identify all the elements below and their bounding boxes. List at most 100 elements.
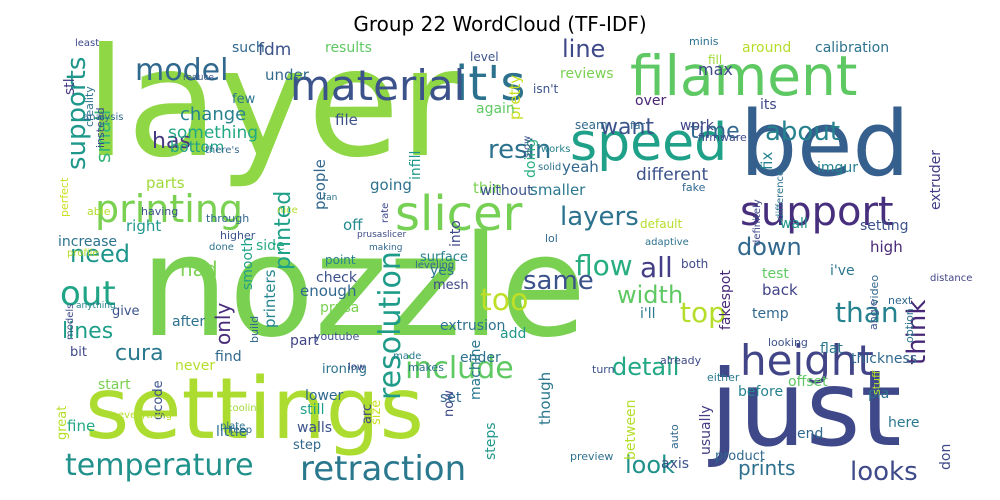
word-102: test xyxy=(762,266,789,282)
word-181: profile xyxy=(67,248,99,259)
word-117: still xyxy=(300,402,324,418)
word-132: here xyxy=(888,415,920,431)
word-129: offset xyxy=(788,374,828,390)
word-91: enough xyxy=(300,282,356,300)
word-23: than xyxy=(835,296,899,329)
word-158: preview xyxy=(570,450,613,463)
word-4: bed xyxy=(740,92,910,197)
word-44: prints xyxy=(738,456,795,480)
word-106: printers xyxy=(261,269,279,328)
word-78: into xyxy=(448,220,464,247)
word-26: top xyxy=(680,296,726,329)
word-122: size xyxy=(369,400,384,425)
word-127: set xyxy=(440,390,462,406)
word-79: thin xyxy=(473,179,502,197)
word-152: option xyxy=(903,308,916,343)
word-190: able xyxy=(87,205,111,218)
word-62: over xyxy=(635,93,666,109)
word-10: it's xyxy=(455,56,525,112)
word-47: fdm xyxy=(258,40,291,60)
word-177: everything xyxy=(118,410,172,421)
word-118: walls xyxy=(297,420,332,436)
word-65: fix xyxy=(758,152,776,170)
word-168: leveling xyxy=(415,260,454,271)
word-133: between xyxy=(623,399,639,460)
word-182: higher xyxy=(220,229,256,242)
word-82: going xyxy=(370,176,412,194)
word-89: check xyxy=(316,270,358,286)
word-14: temperature xyxy=(65,448,254,483)
word-92: yes xyxy=(430,263,454,279)
word-156: already xyxy=(660,354,702,367)
word-108: find xyxy=(215,349,242,365)
word-7: slicer xyxy=(395,186,523,242)
word-153: angle xyxy=(867,299,880,330)
word-64: work xyxy=(680,118,715,134)
word-85: increase xyxy=(58,234,117,250)
word-69: doing xyxy=(523,139,539,178)
word-166: solid xyxy=(538,162,561,173)
word-110: ender xyxy=(460,350,501,366)
word-84: right xyxy=(126,217,161,235)
word-68: yeah xyxy=(562,158,599,176)
word-150: next xyxy=(888,294,913,307)
word-180: keep xyxy=(228,425,252,436)
word-123: now xyxy=(442,390,457,417)
word-171: makes xyxy=(408,361,444,374)
word-104: give xyxy=(112,304,140,319)
word-192: there's xyxy=(205,145,239,156)
word-36: width xyxy=(617,281,683,309)
word-31: about xyxy=(765,117,840,147)
word-46: only xyxy=(211,303,235,345)
word-116: lower xyxy=(305,388,344,404)
word-185: prusaslicer xyxy=(357,230,406,240)
word-88: off xyxy=(343,216,363,234)
word-48: under xyxy=(265,66,310,84)
word-60: reviews xyxy=(560,66,614,82)
word-18: resolution xyxy=(373,251,408,400)
word-66: different xyxy=(636,165,709,185)
word-142: minis xyxy=(689,35,719,48)
word-98: i'll xyxy=(640,306,656,322)
word-59: parts xyxy=(146,174,185,192)
word-174: build xyxy=(248,316,261,343)
word-196: reduce xyxy=(183,73,214,83)
word-147: difference xyxy=(775,170,786,220)
word-186: making xyxy=(369,243,402,253)
word-97: add xyxy=(500,326,526,342)
word-183: through xyxy=(206,212,249,225)
word-113: ironing xyxy=(322,362,367,377)
word-197: least xyxy=(75,38,99,49)
word-87: smooth xyxy=(240,238,256,290)
word-114: great xyxy=(55,406,70,440)
word-24: cura xyxy=(115,341,164,366)
word-164: fake xyxy=(682,181,706,194)
word-191: having xyxy=(141,205,178,218)
word-75: setting xyxy=(860,218,909,234)
word-86: side xyxy=(256,238,285,254)
word-178: plate xyxy=(220,421,245,432)
word-143: fill xyxy=(708,53,722,67)
word-6: speed xyxy=(570,113,727,173)
word-25: detail xyxy=(612,353,679,381)
word-173: youtube xyxy=(314,330,359,343)
word-154: video xyxy=(868,275,881,305)
word-17: out xyxy=(60,274,116,314)
word-37: lines xyxy=(62,319,113,344)
word-172: low xyxy=(348,362,365,373)
word-128: pla xyxy=(868,386,889,402)
word-149: distance xyxy=(930,273,972,284)
word-163: default xyxy=(640,217,683,231)
word-55: few xyxy=(232,92,256,107)
word-52: max xyxy=(698,60,733,79)
word-96: extrusion xyxy=(440,318,505,334)
word-100: temp xyxy=(752,306,789,322)
word-5: filament xyxy=(630,44,857,108)
word-157: stuff xyxy=(870,370,883,395)
word-70: pretty xyxy=(506,75,524,120)
word-61: file xyxy=(335,111,358,129)
word-167: slow xyxy=(522,136,533,158)
word-107: part xyxy=(290,333,319,349)
